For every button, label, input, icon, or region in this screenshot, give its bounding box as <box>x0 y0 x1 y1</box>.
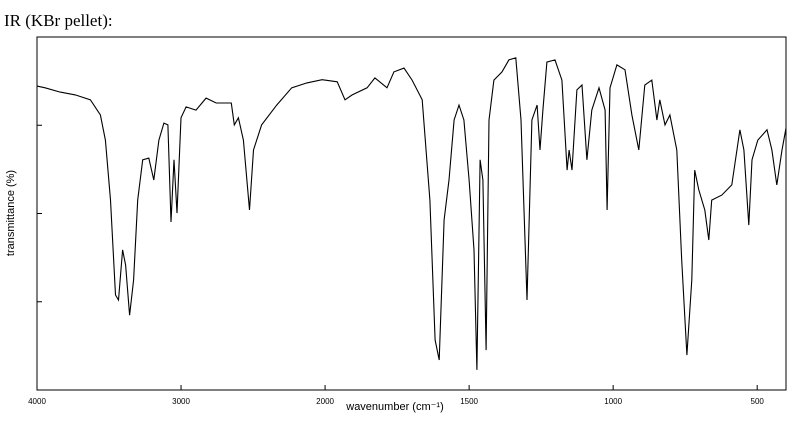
x-tick-label: 1500 <box>460 397 478 406</box>
x-tick-label: 500 <box>751 397 765 406</box>
x-axis-label: wavenumber (cm⁻¹) <box>345 401 444 413</box>
chart-title: IR (KBr pellet): <box>4 11 113 30</box>
x-tick-label: 3000 <box>172 397 190 406</box>
plot-frame <box>36 36 787 391</box>
x-tick-label: 2000 <box>316 397 334 406</box>
spectrum-line <box>36 57 787 370</box>
x-tick-label: 4000 <box>28 397 46 406</box>
x-tick-label: 1000 <box>604 397 622 406</box>
y-axis-label: transmittance (%) <box>5 170 17 256</box>
